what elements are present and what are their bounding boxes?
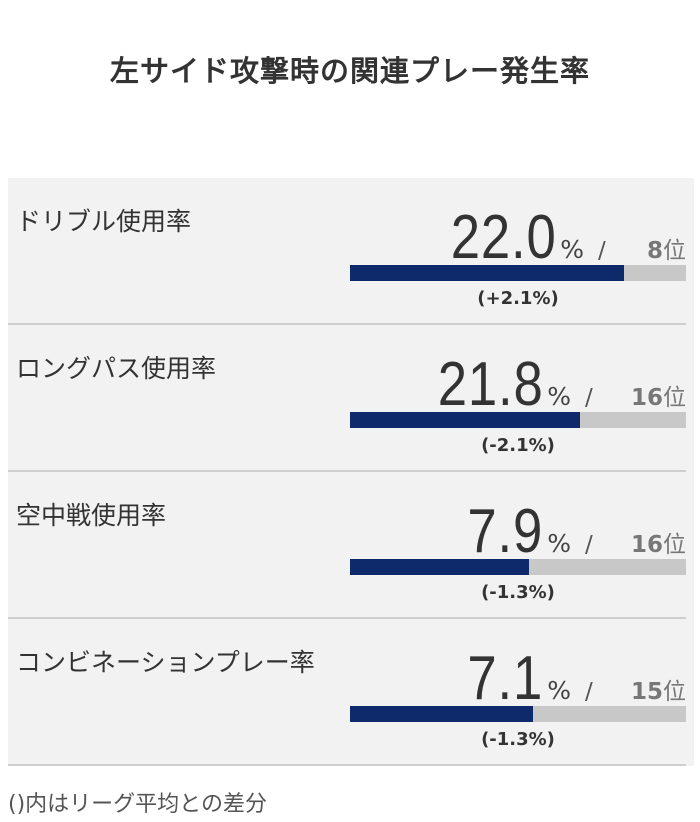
rank-suffix: 位 bbox=[663, 679, 686, 705]
stat-label: 空中戦使用率 bbox=[16, 501, 167, 530]
chart-title: 左サイド攻撃時の関連プレー発生率 bbox=[109, 54, 590, 88]
rank-suffix: 位 bbox=[663, 532, 686, 558]
percent-unit: % bbox=[547, 382, 571, 411]
bar-track bbox=[350, 412, 686, 428]
bar-fill bbox=[350, 412, 581, 428]
stat-value-line: 21.8 % / 16位 bbox=[419, 349, 686, 419]
rank-suffix: 位 bbox=[663, 385, 686, 411]
bar-track bbox=[350, 706, 686, 722]
stat-value-line: 7.9 % / 16位 bbox=[454, 496, 686, 566]
stat-value: 7.1 bbox=[467, 644, 544, 713]
stat-label: ロングパス使用率 bbox=[16, 354, 217, 383]
stat-label: ドリブル使用率 bbox=[16, 207, 192, 236]
stat-label: コンビネーションプレー率 bbox=[16, 648, 315, 677]
percent-unit: % bbox=[547, 529, 571, 558]
league-diff: (+2.1%) bbox=[477, 288, 559, 309]
slash-separator: / bbox=[584, 679, 593, 705]
percent-unit: % bbox=[560, 235, 584, 264]
row-divider bbox=[8, 617, 686, 619]
stat-rank: 15位 bbox=[631, 672, 686, 706]
slash-separator: / bbox=[598, 238, 606, 264]
slash-separator: / bbox=[584, 385, 593, 411]
stat-value-line: 22.0 % / 8位 bbox=[432, 202, 686, 272]
bar-track bbox=[350, 559, 686, 575]
stat-rank: 16位 bbox=[631, 378, 686, 412]
bar-track bbox=[350, 265, 686, 281]
rank-number: 16 bbox=[630, 532, 663, 558]
stat-row: ドリブル使用率 22.0 % / 8位 (+2.1%) bbox=[8, 178, 694, 325]
row-divider bbox=[8, 323, 686, 325]
stat-value-line: 7.1 % / 15位 bbox=[454, 643, 686, 713]
percent-unit: % bbox=[547, 676, 571, 705]
stat-row: ロングパス使用率 21.8 % / 16位 (-2.1%) bbox=[8, 325, 694, 472]
rank-number: 16 bbox=[630, 385, 663, 411]
stat-value: 7.9 bbox=[467, 497, 544, 566]
rank-number: 15 bbox=[630, 679, 663, 705]
row-divider bbox=[8, 764, 686, 766]
stat-row: コンビネーションプレー率 7.1 % / 15位 (-1.3%) bbox=[8, 619, 694, 766]
stat-rank: 8位 bbox=[644, 231, 686, 265]
league-diff: (-1.3%) bbox=[481, 582, 555, 603]
stat-row: 空中戦使用率 7.9 % / 16位 (-1.3%) bbox=[8, 472, 694, 619]
league-diff: (-1.3%) bbox=[481, 729, 555, 750]
rank-number: 8 bbox=[646, 238, 663, 264]
league-diff: (-2.1%) bbox=[481, 435, 555, 456]
slash-separator: / bbox=[584, 532, 593, 558]
stat-value: 22.0 bbox=[450, 203, 557, 272]
bar-fill bbox=[350, 559, 530, 575]
bar-fill bbox=[350, 706, 534, 722]
stat-value: 21.8 bbox=[437, 350, 544, 419]
row-divider bbox=[8, 470, 686, 472]
stats-card: ドリブル使用率 22.0 % / 8位 (+2.1%) ロングパス使用率 21.… bbox=[8, 178, 694, 766]
bar-fill bbox=[350, 265, 624, 281]
rank-suffix: 位 bbox=[663, 238, 686, 264]
footnote: ()内はリーグ平均との差分 bbox=[8, 792, 267, 817]
stat-rank: 16位 bbox=[631, 525, 686, 559]
